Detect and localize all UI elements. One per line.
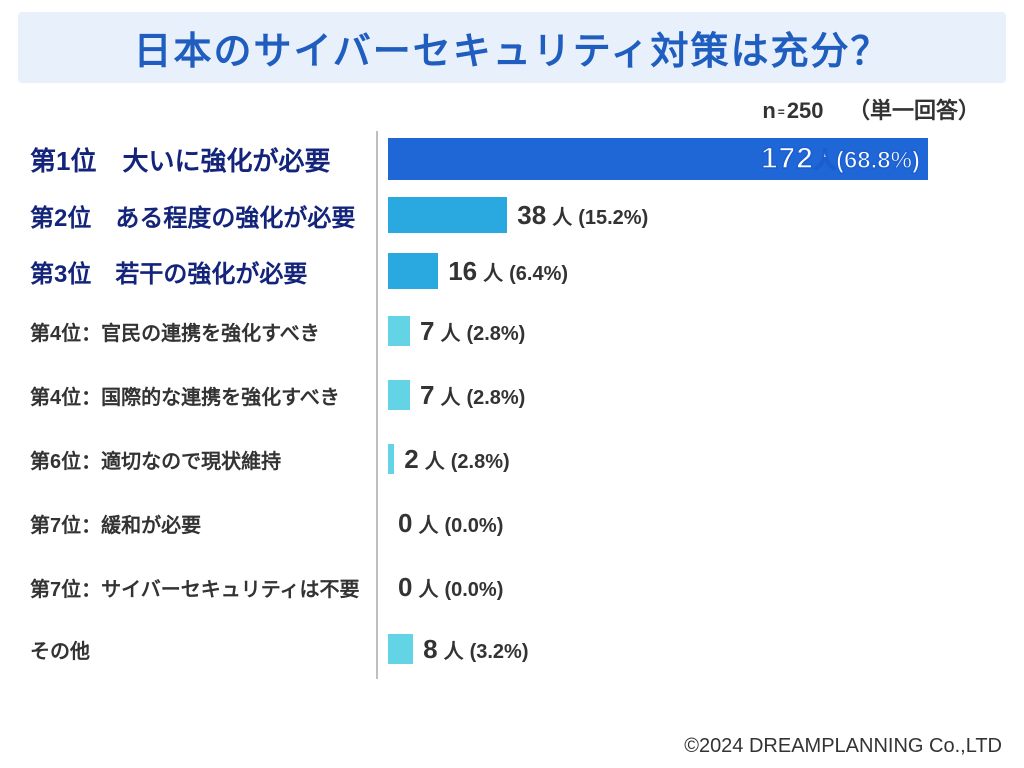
chart-row: 第3位 若干の強化が必要 16人 (6.4%): [30, 243, 1006, 299]
bar-value-outside: 2人 (2.8%): [404, 444, 509, 475]
bar: [388, 444, 394, 474]
bar: [388, 380, 410, 410]
row-label: 第3位 若干の強化が必要: [30, 254, 388, 289]
value-pct: (15.2%): [578, 207, 648, 230]
bar-chart: 第1位 大いに強化が必要172人(68.8%)第2位 ある程度の強化が必要38人…: [18, 131, 1006, 679]
bar: [388, 316, 410, 346]
bar-area: 7人 (2.8%): [388, 299, 1006, 363]
chart-row: 第4位：国際的な連携を強化すべき 7人 (2.8%): [30, 363, 1006, 427]
chart-row: その他 8人 (3.2%): [30, 619, 1006, 679]
bar-area: 16人 (6.4%): [388, 243, 1006, 299]
value-pct: (0.0%): [444, 515, 503, 538]
meta-row: n=250 （単一回答）: [18, 83, 1006, 131]
chart-row: 第2位 ある程度の強化が必要 38人 (15.2%): [30, 187, 1006, 243]
row-label: 第1位 大いに強化が必要: [30, 141, 388, 178]
value-pct: (68.8%): [836, 147, 920, 174]
value-number: 0: [398, 508, 412, 539]
n-label: n: [762, 98, 775, 123]
bar-value-outside: 7人 (2.8%): [420, 380, 525, 411]
value-unit: 人: [418, 509, 438, 538]
bar: [388, 253, 438, 289]
value-unit: 人: [425, 445, 445, 474]
row-label: 第6位：適切なので現状維持: [30, 445, 388, 474]
n-value: 250: [787, 98, 824, 123]
value-unit: 人: [440, 381, 460, 410]
value-pct: (2.8%): [466, 387, 525, 410]
value-unit: 人: [444, 635, 464, 664]
bar-value-outside: 16人 (6.4%): [448, 256, 568, 287]
chart-row: 第4位：官民の連携を強化すべき 7人 (2.8%): [30, 299, 1006, 363]
value-pct: (0.0%): [444, 579, 503, 602]
value-number: 2: [404, 444, 418, 475]
bar-area: 2人 (2.8%): [388, 427, 1006, 491]
value-unit: 人: [440, 317, 460, 346]
chart-title: 日本のサイバーセキュリティ対策は充分？: [30, 20, 994, 75]
bar: 172人(68.8%): [388, 138, 928, 180]
value-pct: (6.4%): [509, 263, 568, 286]
value-number: 7: [420, 380, 434, 411]
copyright: ©2024 DREAMPLANNING Co.,LTD: [684, 735, 1002, 758]
value-number: 7: [420, 316, 434, 347]
value-number: 8: [423, 634, 437, 665]
value-pct: (2.8%): [466, 323, 525, 346]
bar-area: 8人 (3.2%): [388, 619, 1006, 679]
row-label: 第4位：官民の連携を強化すべき: [30, 317, 388, 346]
bar-value-outside: 0人 (0.0%): [398, 572, 503, 603]
bar-area: 0人 (0.0%): [388, 555, 1006, 619]
meta-note: （単一回答）: [848, 98, 980, 123]
bar-value-outside: 0人 (0.0%): [398, 508, 503, 539]
row-label: 第7位：緩和が必要: [30, 509, 388, 538]
bar-area: 7人 (2.8%): [388, 363, 1006, 427]
chart-row: 第1位 大いに強化が必要 172人(68.8%): [30, 131, 1006, 187]
bar: [388, 197, 507, 233]
value-pct: (2.8%): [451, 451, 510, 474]
bar-area: 0人 (0.0%): [388, 491, 1006, 555]
value-pct: (3.2%): [470, 641, 529, 664]
row-label: その他: [30, 635, 388, 664]
chart-row: 第7位：緩和が必要 0人 (0.0%): [30, 491, 1006, 555]
value-unit: 人: [418, 573, 438, 602]
chart-container: 日本のサイバーセキュリティ対策は充分？ n=250 （単一回答） 第1位 大いに…: [0, 0, 1024, 768]
bar: [388, 634, 413, 664]
bar-area: 38人 (15.2%): [388, 187, 1006, 243]
bar-area: 172人(68.8%): [388, 131, 1006, 187]
value-number: 16: [448, 256, 477, 287]
bar-value-outside: 7人 (2.8%): [420, 316, 525, 347]
value-number: 172: [761, 142, 814, 175]
bar-value-inside: 172人(68.8%): [761, 142, 920, 176]
title-band: 日本のサイバーセキュリティ対策は充分？: [18, 12, 1006, 83]
value-unit: 人: [552, 201, 572, 230]
value-number: 38: [517, 200, 546, 231]
value-unit: 人: [483, 257, 503, 286]
bar-value-outside: 38人 (15.2%): [517, 200, 648, 231]
bar-value-outside: 8人 (3.2%): [423, 634, 528, 665]
chart-row: 第7位：サイバーセキュリティは不要 0人 (0.0%): [30, 555, 1006, 619]
row-label: 第2位 ある程度の強化が必要: [30, 198, 388, 233]
row-label: 第7位：サイバーセキュリティは不要: [30, 573, 388, 602]
value-unit: 人: [814, 148, 836, 173]
row-label: 第4位：国際的な連携を強化すべき: [30, 381, 388, 410]
chart-row: 第6位：適切なので現状維持 2人 (2.8%): [30, 427, 1006, 491]
value-number: 0: [398, 572, 412, 603]
equals-icon: =: [776, 105, 787, 119]
